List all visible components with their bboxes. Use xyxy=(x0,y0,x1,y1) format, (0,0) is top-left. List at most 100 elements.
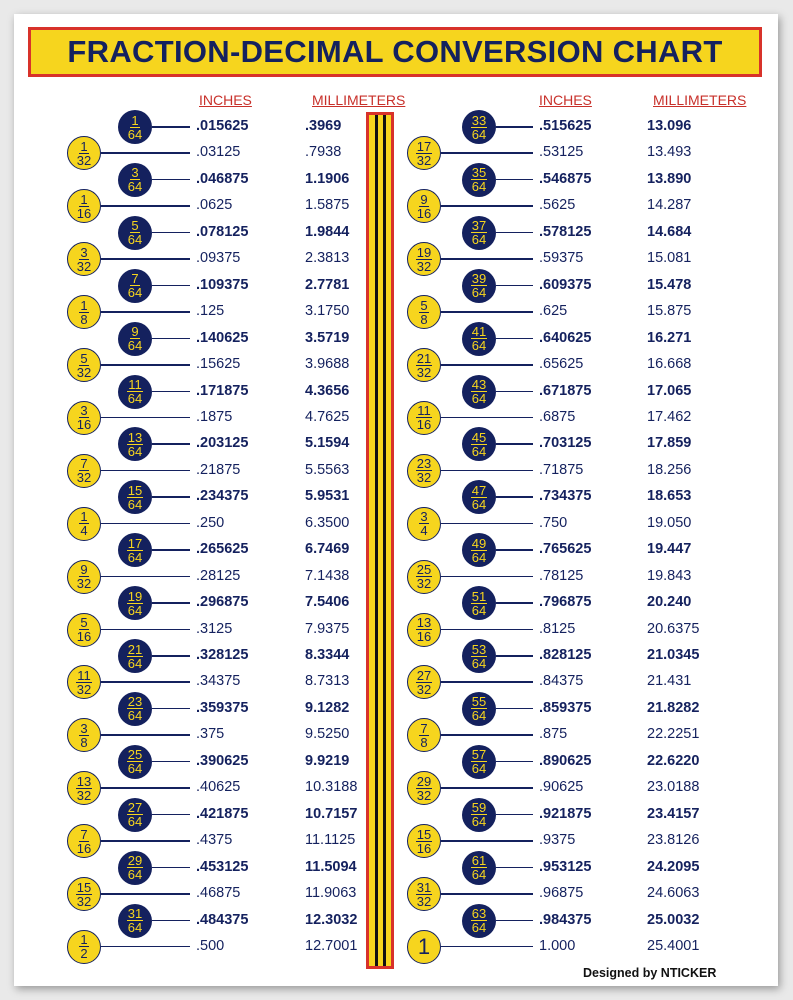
fraction-badge: 63 64 xyxy=(462,903,496,938)
inches-value: .609375 xyxy=(539,276,592,293)
conversion-row: 25 64.390625 9.9219 xyxy=(0,744,793,779)
conversion-row: 1 8.125 3.1750 xyxy=(0,295,793,330)
conversion-row: 1 32.03125.7938 xyxy=(0,136,793,171)
fraction-numerator: 23 xyxy=(126,694,144,710)
fraction-denominator: 64 xyxy=(471,655,487,671)
fraction-badge: 9 64 xyxy=(118,321,152,356)
leader-line xyxy=(441,469,533,472)
inches-value: .875 xyxy=(539,726,568,743)
fraction-badge: 9 16 xyxy=(407,189,441,224)
fraction-badge: 53 64 xyxy=(462,639,496,673)
conversion-row: 13 64.203125 5.1594 xyxy=(0,427,793,462)
leader-line xyxy=(152,337,190,340)
fraction-denominator: 16 xyxy=(416,417,432,433)
conversion-row: 39 64.609375 15.478 xyxy=(0,268,793,303)
fraction-whole: 1 xyxy=(417,933,431,959)
inches-value: .484375 xyxy=(196,911,249,928)
fraction-denominator: 64 xyxy=(127,549,143,565)
fraction-numerator: 1 xyxy=(79,191,89,207)
fraction-numerator: 3 xyxy=(130,165,140,181)
fraction-badge: 19 64 xyxy=(118,586,152,621)
leader-line xyxy=(496,178,533,181)
fraction-numerator: 17 xyxy=(415,138,433,154)
millimeters-value: 23.8126 xyxy=(647,832,700,849)
fraction-numerator: 19 xyxy=(126,588,144,604)
fraction-denominator: 64 xyxy=(471,920,487,935)
fraction-denominator: 64 xyxy=(127,232,143,248)
conversion-row: 1 4.250 6.3500 xyxy=(0,506,793,541)
fraction-denominator: 8 xyxy=(80,734,88,750)
fraction-badge: 27 32 xyxy=(407,665,441,700)
fraction-denominator: 32 xyxy=(416,787,432,803)
inches-value: .375 xyxy=(196,726,225,743)
inches-value: .265625 xyxy=(196,541,249,558)
inches-value: .296875 xyxy=(196,594,249,611)
fraction-badge: 9 32 xyxy=(67,559,101,594)
millimeters-value: 14.287 xyxy=(647,197,692,214)
millimeters-value: 8.3344 xyxy=(305,647,350,663)
conversion-row: 31 32.96875 24.6063 xyxy=(0,877,793,912)
leader-line xyxy=(441,205,533,207)
inches-value: .671875 xyxy=(539,382,592,399)
millimeters-value: 4.3656 xyxy=(305,382,350,399)
fraction-denominator: 64 xyxy=(471,549,487,565)
fraction-badge: 17 64 xyxy=(118,533,152,568)
inches-value: .78125 xyxy=(539,567,584,584)
millimeters-value: 21.8282 xyxy=(647,699,700,716)
fraction-badge: 3 16 xyxy=(67,400,101,435)
fraction-numerator: 17 xyxy=(126,535,144,551)
fraction-badge: 27 64 xyxy=(118,797,152,832)
inches-value: .390625 xyxy=(196,752,249,769)
inches-value: .015625 xyxy=(196,118,249,134)
leader-line xyxy=(496,866,533,869)
fraction-numerator: 21 xyxy=(415,350,433,366)
fraction-denominator: 32 xyxy=(416,152,432,168)
fraction-denominator: 64 xyxy=(127,496,143,512)
conversion-row: 9 64.140625 3.5719 xyxy=(0,321,793,356)
inches-value: .890625 xyxy=(539,752,592,769)
inches-value: .859375 xyxy=(539,699,592,716)
fraction-numerator: 11 xyxy=(416,403,432,419)
fraction-numerator: 13 xyxy=(415,615,433,631)
conversion-row: 19 64.296875 7.5406 xyxy=(0,586,793,621)
millimeters-value: 3.9688 xyxy=(305,356,350,373)
millimeters-value: 7.1438 xyxy=(305,567,350,584)
fraction-denominator: 64 xyxy=(471,708,487,724)
conversion-row: 5 32.15625 3.9688 xyxy=(0,348,793,383)
conversion-row: 41 64.640625 16.271 xyxy=(0,321,793,356)
conversion-row: 1 1.000 25.4001 xyxy=(0,929,793,964)
fraction-numerator: 55 xyxy=(470,694,488,710)
fraction-numerator: 1 xyxy=(79,509,89,525)
fraction-numerator: 29 xyxy=(415,773,433,789)
inches-value: .421875 xyxy=(196,805,249,822)
leader-line xyxy=(496,813,533,816)
conversion-row: 5 16.3125 7.9375 xyxy=(0,612,793,647)
conversion-row: 17 64.265625 6.7469 xyxy=(0,533,793,568)
conversion-row: 11 32.34375 8.7313 xyxy=(0,665,793,700)
leader-line xyxy=(101,575,190,578)
inches-value: 1.000 xyxy=(539,937,576,954)
inches-value: .546875 xyxy=(539,170,592,187)
fraction-denominator: 16 xyxy=(76,417,92,433)
inches-value: .15625 xyxy=(196,356,241,373)
fraction-numerator: 23 xyxy=(415,456,433,472)
fraction-denominator: 32 xyxy=(76,470,92,486)
millimeters-value: 3.5719 xyxy=(305,329,350,346)
fraction-badge: 47 64 xyxy=(462,480,496,515)
inches-value: .500 xyxy=(196,937,225,954)
conversion-row: 43 64.671875 17.065 xyxy=(0,374,793,409)
fraction-badge: 31 32 xyxy=(407,877,441,912)
millimeters-value: 14.684 xyxy=(647,223,692,240)
fraction-numerator: 9 xyxy=(130,324,140,340)
inches-value: .640625 xyxy=(539,329,592,346)
conversion-row: 17 32.53125 13.493 xyxy=(0,136,793,171)
fraction-numerator: 3 xyxy=(419,509,429,525)
inches-value: .40625 xyxy=(196,779,241,796)
leader-line xyxy=(441,628,533,631)
conversion-row: 63 64.984375 25.0032 xyxy=(0,903,793,938)
fraction-denominator: 4 xyxy=(420,523,428,539)
fraction-badge: 45 64 xyxy=(462,427,496,462)
fraction-badge: 13 64 xyxy=(118,427,152,462)
fraction-badge: 7 64 xyxy=(118,268,152,303)
